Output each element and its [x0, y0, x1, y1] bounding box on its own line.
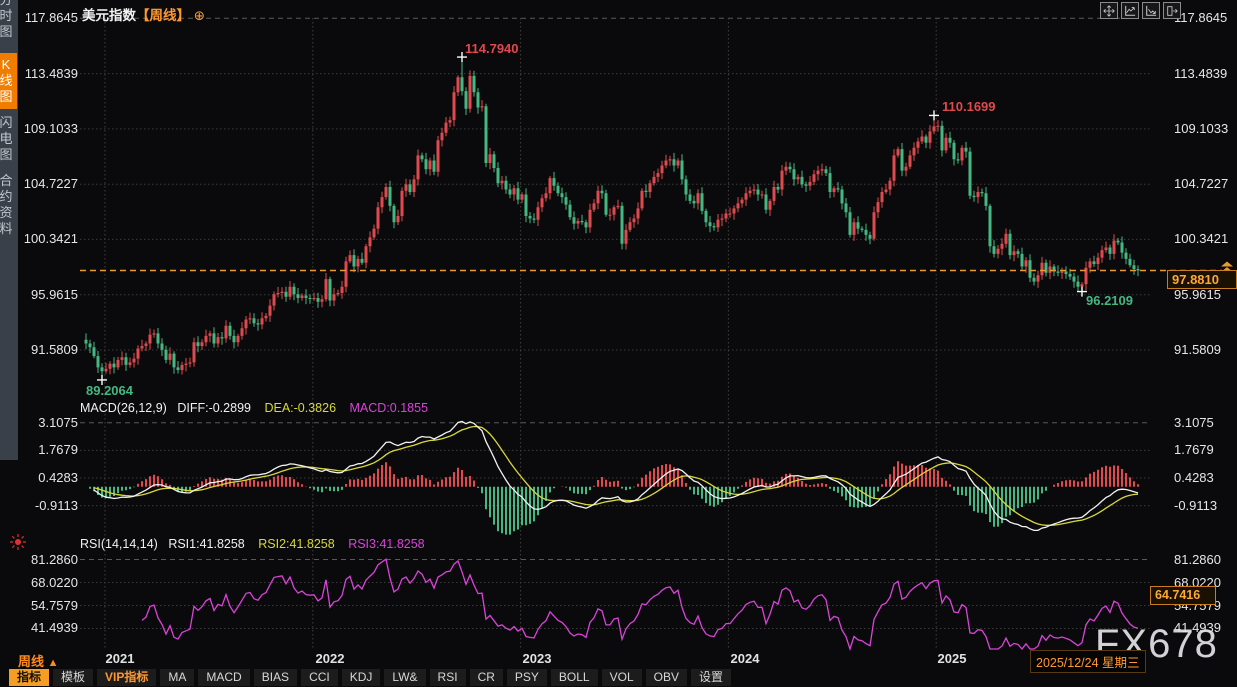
price-axis-label-left: 104.7227 — [23, 176, 78, 192]
sidebar-item-kline-chart[interactable]: K 线 图 — [0, 53, 17, 109]
sidebar-item-contract-info[interactable]: 合 约 资 料 — [0, 173, 13, 236]
pan-crosshair-icon[interactable] — [1100, 2, 1118, 19]
toolbar-button-cr[interactable]: CR — [469, 669, 503, 686]
toolbar-button-lwr[interactable]: LW& — [384, 669, 426, 686]
date-box: 2025/12/24 星期三 — [1030, 650, 1146, 673]
sidebar-item-tick-chart[interactable]: 闪 电 图 — [0, 115, 13, 162]
toolbar-button-bias[interactable]: BIAS — [253, 669, 298, 686]
toolbar-button-rsi[interactable]: RSI — [429, 669, 466, 686]
toolbar-button-obv[interactable]: OBV — [645, 669, 687, 686]
macd-axis-label-right: -0.9113 — [1174, 497, 1218, 513]
toolbar-button-kdj[interactable]: KDJ — [341, 669, 381, 686]
macd-axis-label-right: 1.7679 — [1174, 442, 1214, 458]
current-price-box: 97.8810 — [1167, 270, 1237, 289]
x-axis-year-label: 2021 — [105, 651, 135, 666]
price-axis-label-right: 117.8645 — [1174, 10, 1228, 26]
symbol-name: 美元指数 — [82, 8, 136, 23]
rsi-value-box: 64.7416 — [1150, 586, 1216, 605]
exit-window-icon[interactable] — [1163, 2, 1181, 19]
macd-diff-value: DIFF:-0.2899 — [177, 401, 251, 415]
price-axis-label-right: 109.1033 — [1174, 120, 1229, 136]
price-axis-label-right: 100.3421 — [1174, 231, 1229, 247]
rsi-axis-label-right: 81.2860 — [1174, 551, 1221, 567]
macd-macd-value: MACD:0.1855 — [349, 401, 429, 415]
rsi-axis-label-left: 81.2860 — [31, 551, 78, 567]
x-axis-year-label: 2023 — [522, 651, 552, 666]
rsi-axis-label-left: 54.7579 — [31, 597, 78, 613]
rsi-axis-label-right: 41.4939 — [1174, 620, 1221, 636]
rsi2-value: RSI2:41.8258 — [258, 537, 335, 551]
macd-axis-label-left: 1.7679 — [38, 442, 78, 458]
price-axis-label-right: 91.5809 — [1174, 342, 1221, 357]
price-axis-label-left: 117.8645 — [24, 10, 78, 26]
toolbar-button-template[interactable]: 模板 — [53, 669, 94, 686]
scale-y-axis-icon[interactable] — [1142, 2, 1160, 19]
price-axis-label-left: 113.4839 — [24, 65, 78, 81]
toolbar-button-vol[interactable]: VOL — [601, 669, 642, 686]
add-indicator-icon[interactable]: ⊕ — [193, 8, 206, 23]
chevron-up-icon: ▲ — [47, 657, 59, 669]
toolbar-button-vip-indicator[interactable]: VIP指标 — [97, 669, 157, 686]
price-axis-label-left: 100.3421 — [23, 231, 78, 247]
macd-header: MACD(26,12,9) DIFF:-0.2899 DEA:-0.3826 M… — [80, 401, 438, 415]
price-axis-label-right: 95.9615 — [1174, 286, 1221, 302]
rsi-axis-label-left: 68.0220 — [31, 574, 78, 590]
macd-axis-label-right: 3.1075 — [1174, 414, 1214, 430]
left-sidebar: 分 时 图 K 线 图闪 电 图合 约 资 料 — [0, 0, 18, 460]
price-axis-label-left: 91.5809 — [31, 342, 78, 357]
toolbar-button-psy[interactable]: PSY — [506, 669, 547, 686]
sidebar-item-intraday-chart[interactable]: 分 时 图 — [0, 0, 13, 39]
price-annotation: 96.2109 — [1086, 292, 1133, 308]
macd-axis-label-left: 0.4283 — [38, 469, 78, 485]
window-controls — [1100, 2, 1184, 19]
period-label[interactable]: 周线 ▲ — [18, 654, 59, 669]
price-axis-label-right: 104.7227 — [1174, 176, 1229, 192]
rsi-axis-label-right: 68.0220 — [1174, 574, 1221, 590]
toolbar-button-boll[interactable]: BOLL — [550, 669, 598, 686]
toolbar-button-ma[interactable]: MA — [160, 669, 195, 686]
x-axis-year-label: 2024 — [730, 651, 760, 666]
macd-axis-label-left: 3.1075 — [38, 414, 78, 430]
scale-x-axis-icon[interactable] — [1121, 2, 1139, 19]
x-axis-year-label: 2022 — [315, 651, 345, 666]
price-axis-label-right: 113.4839 — [1174, 65, 1228, 81]
price-axis-label-left: 95.9615 — [31, 286, 78, 302]
toolbar-button-settings[interactable]: 设置 — [690, 669, 731, 686]
price-annotation: 110.1699 — [942, 99, 996, 115]
macd-params: MACD(26,12,9) — [80, 401, 167, 415]
x-axis-year-label: 2025 — [937, 651, 967, 666]
page-title: 美元指数【周线】 ⊕ — [82, 4, 205, 24]
rsi-axis-label-left: 41.4939 — [31, 620, 78, 636]
bottom-toolbar: 指标 模板 VIP指标 MA MACD BIAS CCI KDJ LW& RSI CR PSY BOLL… — [9, 668, 735, 687]
rsi-params: RSI(14,14,14) — [80, 537, 158, 551]
price-annotation: 114.7940 — [465, 41, 519, 57]
toolbar-button-macd[interactable]: MACD — [198, 669, 250, 686]
price-axis-label-left: 109.1033 — [23, 120, 78, 136]
red-alert-icon[interactable] — [9, 533, 27, 551]
rsi3-value: RSI3:41.8258 — [348, 537, 425, 551]
rsi1-value: RSI1:41.8258 — [168, 537, 245, 551]
macd-axis-label-right: 0.4283 — [1174, 469, 1214, 485]
price-annotation: 89.2064 — [86, 382, 133, 398]
rsi-header: RSI(14,14,14) RSI1:41.8258 RSI2:41.8258 … — [80, 537, 435, 551]
macd-dea-value: DEA:-0.3826 — [264, 401, 337, 415]
toolbar-button-cci[interactable]: CCI — [301, 669, 338, 686]
macd-axis-label-left: -0.9113 — [34, 497, 78, 513]
toolbar-button-indicator[interactable]: 指标 — [9, 669, 50, 686]
period-badge: 【周线】 — [136, 8, 190, 23]
